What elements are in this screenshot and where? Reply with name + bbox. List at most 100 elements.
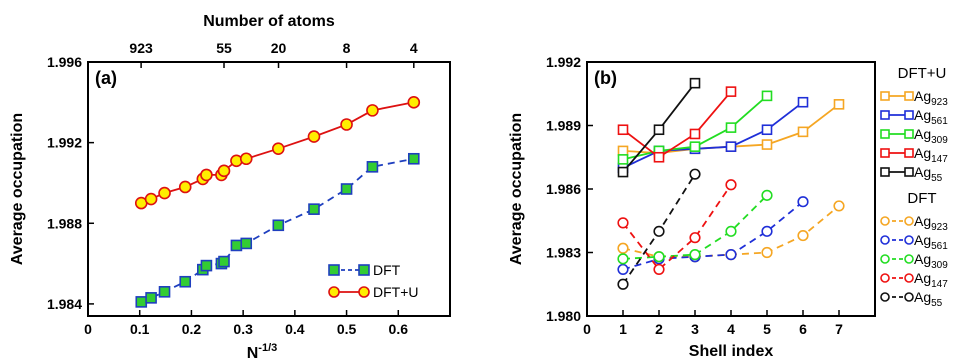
data-point bbox=[230, 239, 243, 252]
data-point bbox=[797, 196, 809, 208]
data-point bbox=[340, 118, 353, 131]
legend-label-base: Ag bbox=[914, 126, 931, 142]
legend-label: Ag923 bbox=[914, 213, 948, 233]
y-tick-label: 1.996 bbox=[47, 54, 82, 70]
x-tick-label: 0.1 bbox=[130, 321, 150, 337]
data-point bbox=[145, 292, 157, 304]
data-point bbox=[761, 246, 773, 259]
legend-group-title: DFT bbox=[907, 190, 936, 207]
data-point bbox=[217, 164, 231, 178]
legend-marker bbox=[880, 148, 890, 158]
top-x-tick-label: 923 bbox=[129, 40, 153, 56]
legend-label-base: Ag bbox=[914, 164, 931, 180]
data-point bbox=[797, 96, 809, 108]
y-tick-label: 1.992 bbox=[47, 135, 82, 151]
legend-a: DFT DFT+U bbox=[328, 262, 419, 300]
data-point bbox=[761, 189, 773, 201]
x-tick-label: 0.3 bbox=[233, 321, 253, 337]
x-tick-label: 0.2 bbox=[182, 321, 202, 337]
data-point bbox=[272, 142, 285, 155]
series-b bbox=[617, 77, 845, 290]
legend-label-sub: 923 bbox=[931, 222, 948, 233]
y-tick-label: 1.983 bbox=[546, 245, 581, 261]
legend-marker bbox=[880, 254, 890, 264]
legend-label-base: Ag bbox=[914, 88, 931, 104]
data-point bbox=[407, 96, 421, 109]
legend-marker bbox=[328, 286, 340, 298]
legend-marker bbox=[880, 216, 890, 226]
panel-label-a: (a) bbox=[95, 68, 117, 88]
data-point bbox=[158, 186, 171, 200]
data-point bbox=[653, 124, 665, 136]
data-point bbox=[179, 275, 192, 288]
data-point bbox=[689, 141, 701, 152]
data-point bbox=[689, 77, 701, 89]
y-tick-label: 1.980 bbox=[546, 308, 581, 324]
legend-marker bbox=[904, 129, 914, 139]
top-x-tick-label: 55 bbox=[216, 40, 232, 56]
legend-label-base: Ag bbox=[914, 270, 931, 286]
legend-label: Ag561 bbox=[914, 232, 948, 252]
top-x-tick-label: 4 bbox=[410, 40, 418, 56]
panel-a: Number of atoms Average occupation N-1/3… bbox=[9, 13, 451, 361]
panel-b: Average occupation Shell index (b) 0 1 2 3 4… bbox=[508, 54, 948, 360]
data-point bbox=[689, 249, 701, 261]
data-point bbox=[689, 168, 701, 180]
data-point bbox=[617, 263, 629, 276]
series-line bbox=[622, 201, 804, 271]
legend-label-base: Ag bbox=[914, 145, 931, 161]
legend-marker bbox=[904, 273, 914, 283]
x-tick-label: 1 bbox=[619, 321, 627, 337]
x-tick-label: 0 bbox=[583, 321, 591, 337]
data-point bbox=[725, 86, 737, 97]
data-point bbox=[653, 151, 665, 163]
legend-label-sub: 55 bbox=[931, 173, 943, 184]
data-point bbox=[340, 183, 353, 195]
x-tick-label: 0.4 bbox=[285, 321, 305, 337]
data-point bbox=[158, 286, 171, 298]
legend-marker bbox=[904, 216, 914, 226]
data-point bbox=[725, 141, 737, 152]
legend-label-base: Ag bbox=[914, 213, 931, 229]
legend-label: Ag309 bbox=[914, 126, 948, 146]
y-tick-label: 1.989 bbox=[546, 118, 581, 134]
ticks-b: 0 1 2 3 4 5 6 7 1.980 1.983 1.986 1.989 1.992 bbox=[546, 54, 843, 337]
x-tick-label: 2 bbox=[655, 321, 663, 337]
data-point bbox=[797, 126, 809, 138]
x-tick-label: 3 bbox=[691, 321, 699, 337]
legend-label: Ag55 bbox=[914, 289, 943, 309]
legend-marker bbox=[358, 264, 370, 276]
legend-marker bbox=[328, 264, 340, 276]
x-tick-label: 0.6 bbox=[389, 321, 409, 337]
data-point bbox=[653, 251, 665, 263]
legend-label-sub: 561 bbox=[931, 241, 948, 252]
x-tick-label: 0.5 bbox=[337, 321, 357, 337]
y-tick-label: 1.992 bbox=[546, 54, 581, 70]
data-point bbox=[240, 237, 253, 250]
y-tick-label: 1.984 bbox=[47, 296, 82, 312]
series-line bbox=[622, 184, 732, 271]
y-axis-title-a: Average occupation bbox=[9, 113, 26, 265]
legend-marker bbox=[904, 235, 914, 245]
legend-marker bbox=[904, 148, 914, 158]
data-point bbox=[617, 154, 629, 165]
x-tick-label: 5 bbox=[763, 321, 771, 337]
data-point bbox=[725, 122, 737, 133]
data-point bbox=[200, 259, 213, 272]
legend-label-sub: 55 bbox=[931, 298, 943, 309]
legend-marker bbox=[880, 110, 890, 120]
x-tick-label: 7 bbox=[835, 321, 843, 337]
data-point bbox=[761, 139, 773, 150]
top-x-tick-label: 8 bbox=[343, 40, 351, 56]
data-point bbox=[200, 168, 213, 182]
plot-frame-a bbox=[87, 61, 451, 317]
data-point bbox=[617, 166, 629, 178]
legend-label: Ag147 bbox=[914, 145, 948, 165]
data-point bbox=[725, 249, 737, 261]
legend-label: DFT bbox=[373, 262, 401, 278]
data-point bbox=[653, 263, 665, 276]
legend-group-title: DFT+U bbox=[898, 65, 947, 82]
x-axis-title-base: N bbox=[247, 345, 259, 361]
x-axis-title-sup: -1/3 bbox=[258, 342, 277, 354]
legend-label-sub: 309 bbox=[931, 260, 948, 271]
